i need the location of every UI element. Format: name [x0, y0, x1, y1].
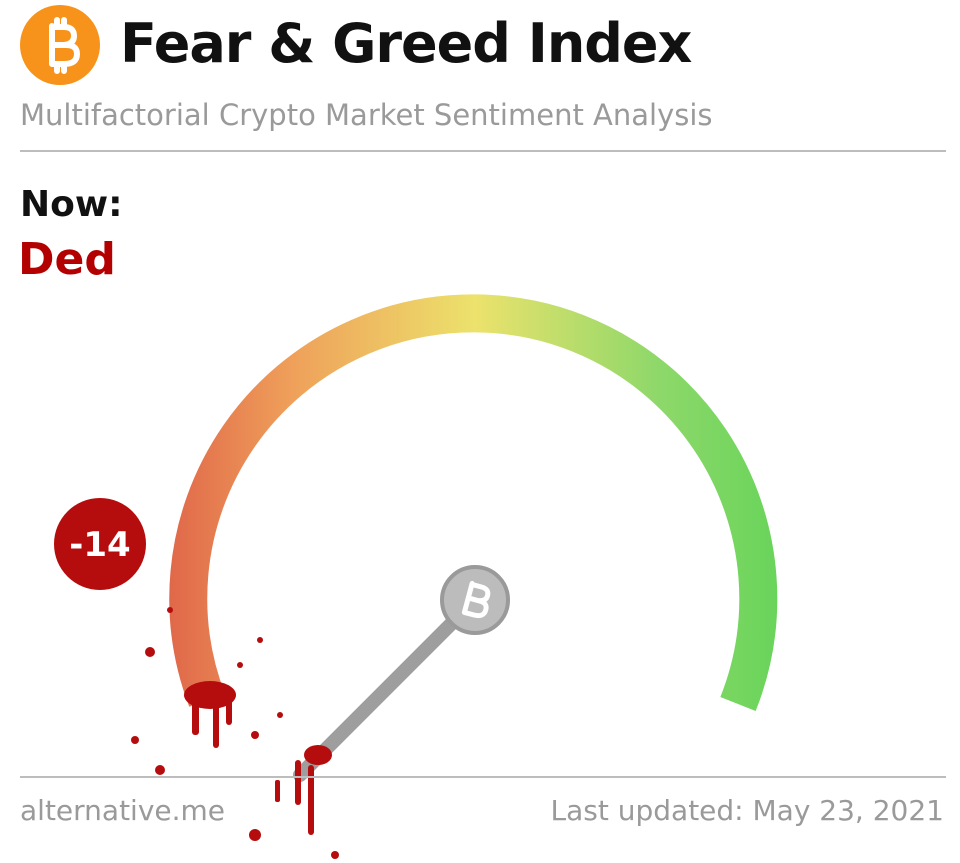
- gauge-needle: [293, 593, 482, 782]
- value-badge: [54, 498, 146, 590]
- source-link[interactable]: alternative.me: [20, 794, 226, 827]
- now-status: Ded: [18, 234, 116, 285]
- index-value: -14: [69, 525, 130, 565]
- gauge-arc: [169, 294, 778, 712]
- bitcoin-glyph: [49, 17, 81, 74]
- subtitle: Multifactorial Crypto Market Sentiment A…: [20, 98, 713, 132]
- now-label: Now:: [20, 184, 123, 225]
- title: Fear & Greed Index: [120, 12, 692, 75]
- divider: [20, 776, 946, 778]
- blood-splatter: [131, 607, 339, 859]
- divider: [20, 150, 946, 152]
- last-updated: Last updated: May 23, 2021: [550, 794, 944, 827]
- hub-glyph: [461, 580, 491, 619]
